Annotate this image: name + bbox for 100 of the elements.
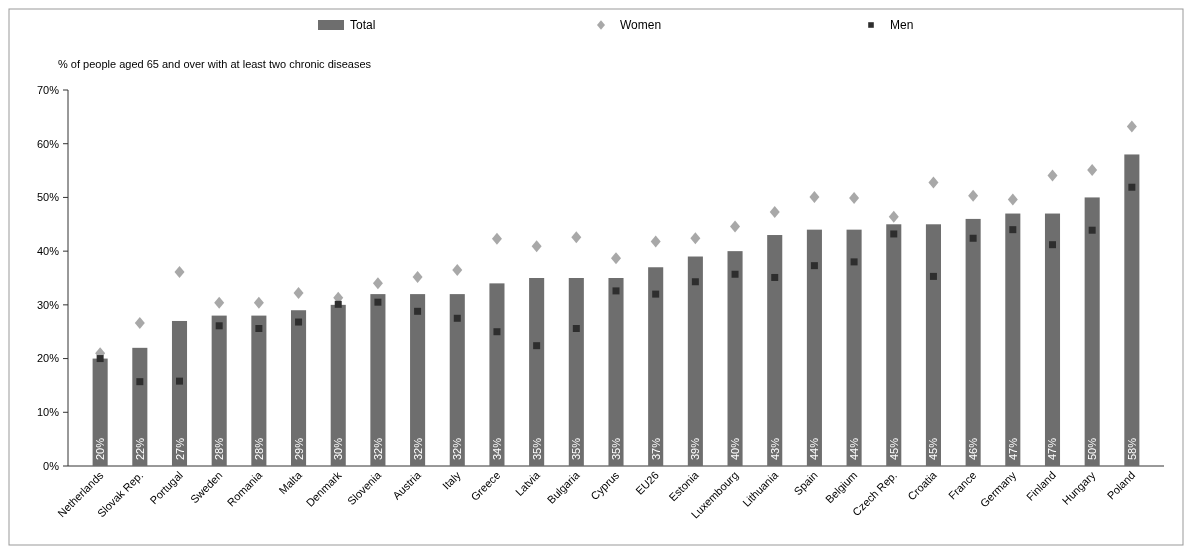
point bbox=[890, 230, 898, 238]
point bbox=[491, 232, 502, 245]
point bbox=[493, 328, 501, 336]
bar bbox=[92, 358, 108, 466]
data-label: 32% bbox=[371, 437, 384, 460]
point bbox=[691, 278, 699, 286]
bar bbox=[489, 283, 505, 466]
bar bbox=[806, 229, 822, 466]
point bbox=[572, 324, 580, 332]
data-label: 32% bbox=[411, 437, 424, 460]
point bbox=[1087, 164, 1098, 177]
point bbox=[1007, 193, 1018, 206]
bar bbox=[648, 267, 664, 466]
point bbox=[888, 210, 899, 223]
bar bbox=[132, 347, 148, 466]
point bbox=[928, 176, 939, 189]
bar bbox=[925, 224, 941, 466]
bar bbox=[767, 235, 783, 466]
data-label: 32% bbox=[451, 437, 464, 460]
y-tick-label: 50% bbox=[36, 191, 60, 204]
data-label: 20% bbox=[94, 437, 107, 460]
bar bbox=[727, 251, 743, 466]
bar bbox=[687, 256, 703, 466]
x-tick-label: Italy bbox=[439, 468, 464, 492]
data-label: 29% bbox=[292, 437, 305, 460]
point bbox=[1128, 183, 1136, 191]
data-label: 40% bbox=[729, 437, 742, 460]
point bbox=[174, 266, 185, 279]
bar bbox=[251, 315, 267, 466]
bar bbox=[846, 229, 862, 466]
point bbox=[809, 190, 820, 203]
data-label: 47% bbox=[1006, 437, 1019, 460]
bar bbox=[211, 315, 227, 466]
point bbox=[293, 287, 304, 300]
bar bbox=[529, 278, 545, 466]
point bbox=[136, 378, 144, 386]
bar bbox=[410, 294, 426, 466]
data-label: 44% bbox=[848, 437, 861, 460]
bar bbox=[1124, 154, 1140, 466]
data-label: 35% bbox=[570, 437, 583, 460]
y-tick-label: 60% bbox=[36, 137, 60, 150]
point bbox=[215, 322, 223, 330]
bar bbox=[965, 218, 981, 466]
data-label: 27% bbox=[173, 437, 186, 460]
point bbox=[1049, 241, 1056, 249]
bar bbox=[330, 304, 346, 466]
point bbox=[414, 307, 422, 315]
bar bbox=[608, 278, 624, 466]
point bbox=[176, 377, 183, 385]
bar bbox=[1044, 213, 1061, 466]
point bbox=[1047, 169, 1058, 182]
data-label: 39% bbox=[689, 437, 702, 460]
point bbox=[730, 220, 741, 233]
point bbox=[1126, 120, 1137, 133]
point bbox=[453, 314, 461, 322]
data-label: 30% bbox=[332, 437, 345, 460]
data-label: 35% bbox=[530, 437, 543, 460]
data-label: 28% bbox=[213, 437, 226, 460]
bar bbox=[291, 310, 307, 466]
data-label: 44% bbox=[808, 437, 821, 460]
data-label: 22% bbox=[133, 437, 146, 460]
point bbox=[412, 270, 423, 283]
point bbox=[255, 324, 263, 332]
y-tick-label: 70% bbox=[36, 83, 60, 96]
legend-label: Women bbox=[620, 18, 662, 32]
point bbox=[1088, 226, 1096, 234]
point bbox=[731, 270, 739, 278]
data-label: 45% bbox=[887, 437, 900, 460]
bar bbox=[171, 320, 188, 466]
point bbox=[533, 342, 541, 350]
point bbox=[652, 290, 660, 298]
point bbox=[134, 317, 145, 330]
data-label: 46% bbox=[967, 437, 980, 460]
data-label: 37% bbox=[649, 437, 662, 460]
y-tick-label: 40% bbox=[36, 244, 60, 257]
y-tick-label: 0% bbox=[43, 459, 60, 472]
point bbox=[334, 300, 342, 308]
point bbox=[611, 252, 621, 265]
point bbox=[96, 355, 104, 363]
point bbox=[771, 273, 779, 281]
bar bbox=[1084, 197, 1100, 466]
point bbox=[571, 231, 582, 244]
y-axis-title: % of people aged 65 and over with at least two chronic diseases bbox=[58, 58, 372, 70]
point bbox=[452, 263, 463, 276]
point bbox=[214, 296, 225, 309]
data-label: 34% bbox=[490, 437, 503, 460]
y-tick-label: 30% bbox=[36, 298, 60, 311]
legend-label: Men bbox=[890, 18, 914, 32]
data-label: 58% bbox=[1125, 437, 1138, 460]
point bbox=[690, 232, 701, 245]
point bbox=[531, 240, 542, 253]
point bbox=[612, 287, 620, 295]
bar bbox=[370, 294, 386, 466]
point bbox=[929, 272, 937, 280]
y-tick-label: 20% bbox=[36, 352, 60, 365]
point bbox=[1009, 226, 1017, 234]
data-label: 45% bbox=[927, 437, 940, 460]
bar bbox=[886, 224, 902, 466]
bar bbox=[449, 294, 465, 466]
point bbox=[374, 298, 382, 306]
